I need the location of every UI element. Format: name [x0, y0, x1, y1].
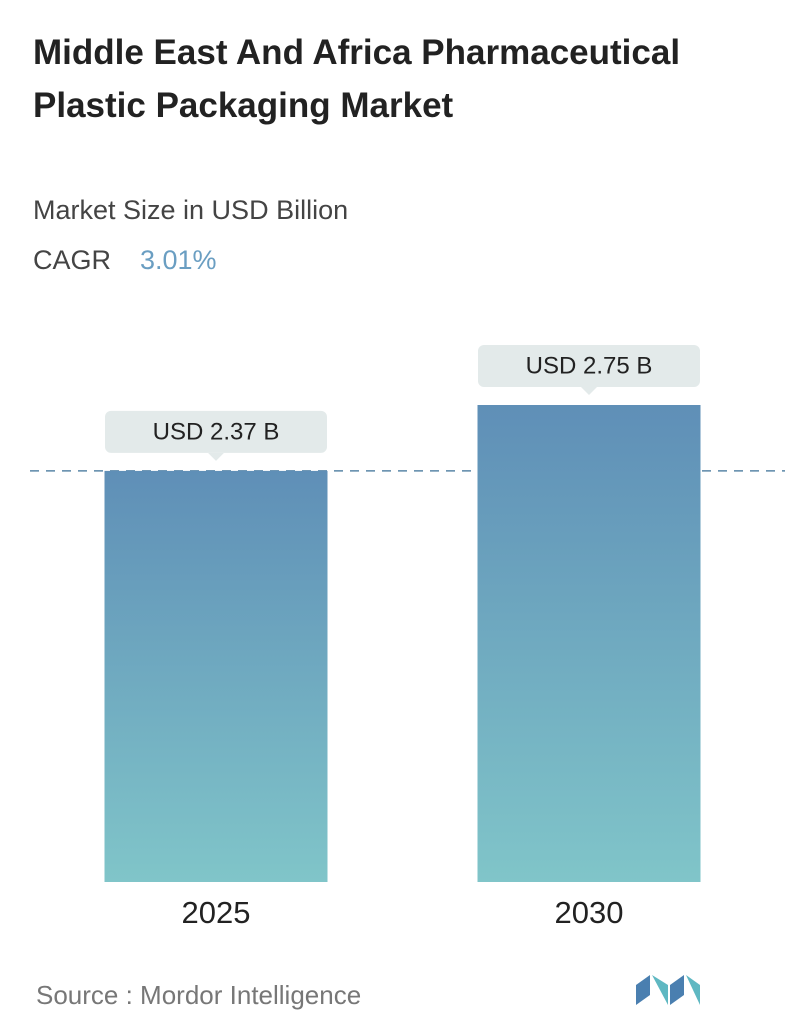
value-label-box [478, 345, 700, 387]
value-label-pointer [208, 452, 224, 461]
logo [636, 975, 700, 1005]
value-label-box [105, 410, 327, 453]
value-label: USD 2.75 B [526, 352, 653, 379]
cagr-label: CAGR [33, 245, 111, 275]
source: Source : Mordor Intelligence [36, 980, 361, 1010]
value-label-pointer [581, 387, 597, 395]
bar [477, 405, 701, 882]
cagr-value: 3.01% [140, 245, 217, 275]
x-tick-label: 2025 [182, 895, 251, 930]
chart-title: Middle East And Africa Pharmaceutical Pl… [33, 33, 681, 125]
subtitle: Market Size in USD Billion [33, 195, 348, 225]
bar [104, 470, 328, 882]
value-label: USD 2.37 B [153, 418, 280, 445]
x-tick-label: 2030 [555, 895, 624, 930]
